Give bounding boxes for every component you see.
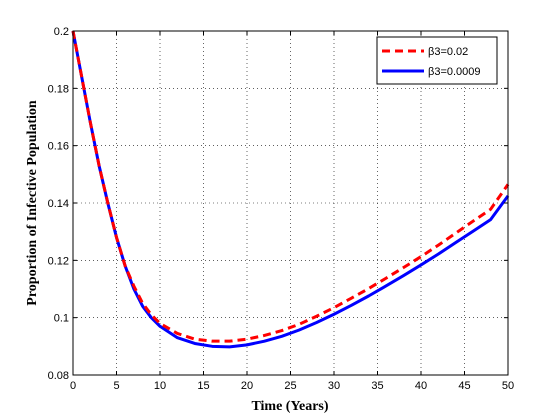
x-axis-tick-labels: 0 5 10 15 20 25 30 35 40 45 50 (70, 380, 514, 392)
y-axis-tick-labels: 0.08 0.1 0.12 0.14 0.16 0.18 0.2 (48, 26, 69, 382)
y-tick-label: 0.16 (48, 141, 69, 153)
y-tick-label: 0.2 (54, 26, 69, 38)
x-tick-label: 0 (70, 380, 76, 392)
grid (73, 31, 508, 375)
x-tick-label: 20 (241, 380, 253, 392)
tick-marks (72, 30, 509, 376)
x-tick-label: 10 (154, 380, 166, 392)
x-tick-label: 25 (284, 380, 296, 392)
series-line-beta3-0-02 (71, 30, 510, 343)
y-tick-label: 0.14 (48, 198, 69, 210)
legend: β3=0.02 β3=0.0009 (376, 36, 498, 85)
legend-box (376, 36, 498, 85)
x-axis-label: Time (Years) (251, 399, 328, 414)
y-axis-label: Proportion of Infective Population (25, 100, 40, 306)
x-tick-label: 45 (458, 380, 470, 392)
legend-label-beta3-0-0009: β3=0.0009 (428, 66, 481, 78)
x-tick-label: 40 (415, 380, 427, 392)
y-tick-label: 0.12 (48, 255, 69, 267)
series-layer (71, 30, 510, 349)
y-tick-label: 0.1 (54, 313, 69, 325)
x-tick-label: 50 (502, 380, 514, 392)
y-tick-label: 0.08 (48, 370, 69, 382)
x-tick-label: 35 (371, 380, 383, 392)
legend-label-beta3-0-02: β3=0.02 (428, 46, 468, 58)
y-tick-label: 0.18 (48, 83, 69, 95)
x-tick-label: 5 (113, 380, 119, 392)
x-tick-label: 30 (328, 380, 340, 392)
x-tick-label: 15 (197, 380, 209, 392)
